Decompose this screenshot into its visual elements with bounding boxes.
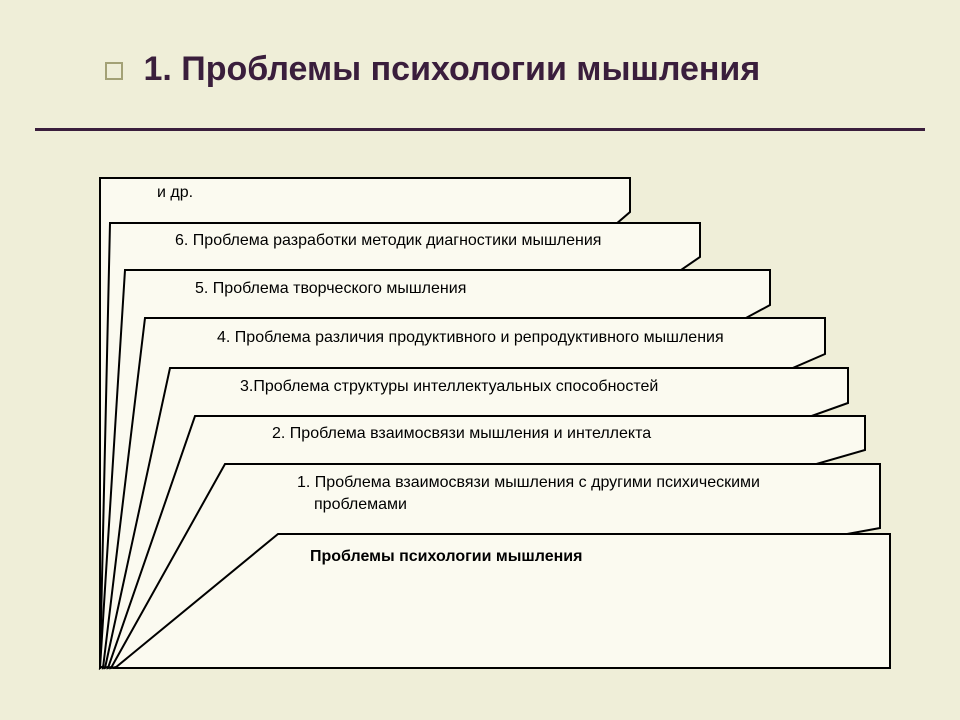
stacked-diagram [0, 0, 960, 720]
diagram-layer-label-4: 3.Проблема структуры интеллектуальных сп… [240, 378, 658, 396]
diagram-layer-label-2: 5. Проблема творческого мышления [195, 280, 466, 298]
slide: 1. Проблемы психологии мышления и др.6. … [0, 0, 960, 720]
diagram-layer-label-7: Проблемы психологии мышления [310, 548, 582, 566]
diagram-layer-label-3: 4. Проблема различия продуктивного и реп… [217, 329, 724, 347]
diagram-layer-label-0: и др. [157, 184, 193, 202]
diagram-layer-label-5: 2. Проблема взаимосвязи мышления и интел… [272, 425, 651, 443]
diagram-layer-label-6: 1. Проблема взаимосвязи мышления с други… [297, 472, 760, 494]
diagram-layer-label-1: 6. Проблема разработки методик диагности… [175, 232, 601, 250]
